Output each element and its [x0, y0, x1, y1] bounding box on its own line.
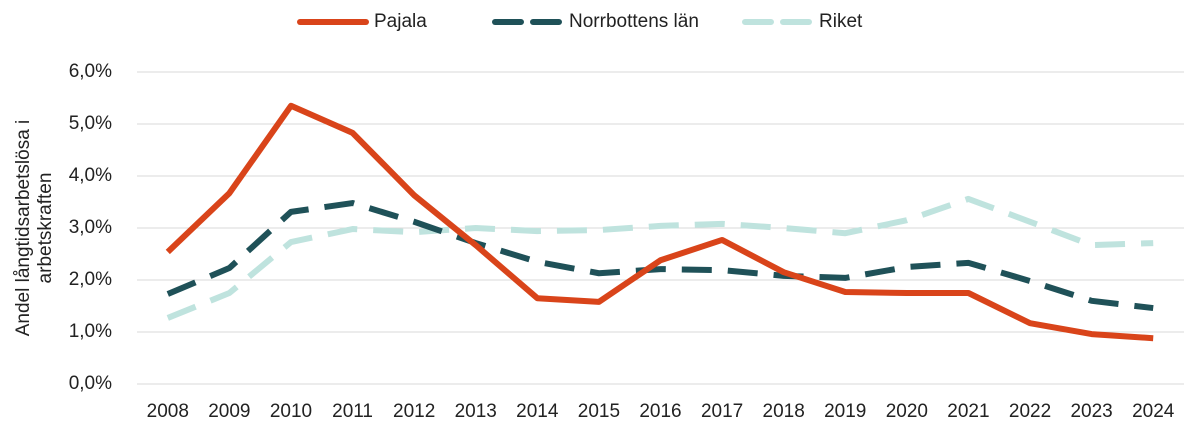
x-tick-label: 2024: [1132, 401, 1175, 422]
x-tick-label: 2012: [393, 401, 435, 422]
x-tick-label: 2015: [578, 401, 620, 422]
y-axis-label: Andel långtidsarbetslösa i: [13, 120, 34, 337]
y-tick-label: 5,0%: [69, 113, 112, 134]
x-tick-label: 2008: [147, 401, 189, 422]
x-tick-label: 2020: [886, 401, 928, 422]
y-axis-label: arbetskraften: [35, 173, 56, 284]
x-tick-label: 2019: [824, 401, 866, 422]
data-line: [166, 195, 1154, 321]
x-tick-label: 2021: [947, 401, 989, 422]
y-tick-label: 2,0%: [69, 269, 112, 290]
y-tick-label: 1,0%: [69, 321, 112, 342]
x-tick-label: 2023: [1070, 401, 1112, 422]
y-tick-label: 0,0%: [69, 373, 112, 394]
y-tick-label: 4,0%: [69, 165, 112, 186]
y-tick-label: 6,0%: [69, 61, 112, 82]
legend-label: Riket: [819, 11, 863, 32]
x-tick-label: 2018: [763, 401, 805, 422]
x-tick-label: 2010: [270, 401, 312, 422]
x-tick-label: 2016: [639, 401, 681, 422]
x-tick-label: 2009: [208, 401, 250, 422]
data-line: [166, 200, 1154, 312]
legend-label: Pajala: [374, 11, 427, 32]
y-tick-label: 3,0%: [69, 217, 112, 238]
x-tick-label: 2011: [332, 401, 373, 422]
x-tick-label: 2022: [1009, 401, 1051, 422]
x-tick-label: 2014: [516, 401, 559, 422]
x-tick-label: 2013: [455, 401, 497, 422]
x-tick-label: 2017: [701, 401, 743, 422]
legend-label: Norrbottens län: [569, 11, 699, 32]
data-line: [165, 102, 1154, 342]
